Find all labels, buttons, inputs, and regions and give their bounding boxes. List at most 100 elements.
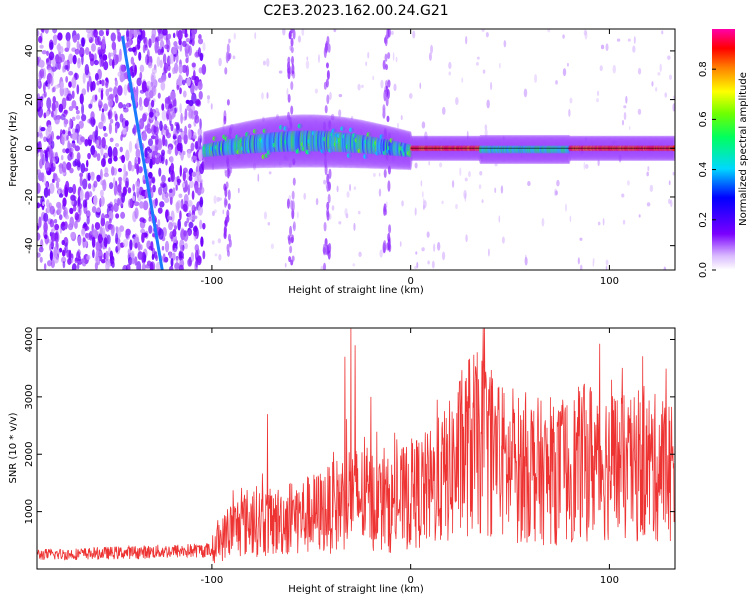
spectrogram-cell [169,156,174,164]
spectrogram-cell [195,98,201,106]
spectrogram-cell [96,80,100,86]
spectrogram-cell [170,169,175,182]
spectrogram-cell [70,231,76,240]
spectrogram-cell [60,46,64,54]
spectrogram-cell [441,200,444,205]
spectrogram-cell [442,106,446,115]
spectrogram-cell [123,84,128,96]
snr-y-axis-label: SNR (10 * v/v) [8,412,19,483]
spectrogram-cell [143,253,147,263]
spectrogram-cell [187,184,191,196]
spectrogram-cell [392,52,395,61]
spectrogram-cell [314,88,318,94]
spectrogram-cell [324,105,328,114]
colorbar-tick-label: 0.8 [698,61,709,77]
spectrogram-cell [38,69,43,81]
spectrogram-cell [327,43,331,53]
spectrogram-cell [170,162,175,173]
spectrogram-cell [162,29,168,36]
spectrogram-diagonal-line [120,36,164,270]
spectrogram-cell [102,35,106,45]
spectrogram-cell [159,120,163,132]
snr-x-tick-label: 100 [600,575,619,586]
spectrogram-cell [192,226,198,233]
spectrogram-cell [134,156,138,169]
spectrogram-cell [82,237,86,242]
spectrogram-cell [106,234,111,245]
spectrogram-cell [55,181,60,189]
spectrogram-cell [188,210,192,221]
spectrogram-cell [290,81,294,91]
spectrogram-cell [326,201,330,210]
spectrogram-cell [605,43,609,52]
spectrogram-cell [46,50,49,56]
spectrogram-cell [157,207,163,214]
spectrogram-cell [51,102,56,112]
spectrogram-cell [65,31,71,42]
spectrogram-cell [167,64,171,72]
spectrogram-cell [94,53,97,62]
spectrogram-cell [421,191,424,198]
spectrogram-cell [62,148,67,154]
spectrogram-cell [128,47,133,52]
spectrogram-cell [140,228,146,234]
spectrogram-cell [386,115,390,123]
spectrogram-cell [626,180,630,186]
spectrogram-cell [383,89,387,102]
spectrogram-cell [141,80,148,93]
spectrogram-cell [152,150,156,158]
spectrogram-cell [349,183,351,192]
spectrogram-cell [358,251,362,257]
spectrogram-cell [114,142,120,148]
spectrogram-cell [157,29,162,34]
spectrogram-cell [291,255,295,262]
spectrogram-cell [115,54,119,65]
spectrogram-cell [50,232,57,242]
spectrogram-cell [76,84,80,95]
spectrogram-cell [104,167,109,175]
spectrogram-cell [62,65,65,73]
spectrogram-cell [117,85,123,96]
spectrogram-cell [37,169,41,176]
spectrogram-cell [44,29,49,34]
spectrogram-cell [114,79,118,87]
spectrogram-cell [139,64,145,73]
spectrogram-cell [637,108,642,115]
spectrogram-cell [159,181,166,189]
spectrogram-cell [94,222,101,230]
spectrogram-cell [382,107,386,119]
spectrogram-cell [194,244,200,252]
spectrogram-cell [659,63,662,72]
spectrogram-cell [88,75,92,88]
spectrogram-cell [541,217,545,227]
spectrogram-cell [564,203,568,212]
spectrogram-cell [290,105,294,115]
spectrogram-cell [292,221,296,232]
spectrogram-cell [161,103,165,111]
spectrogram-cell [338,221,342,225]
spectrogram-cell [210,103,213,110]
spectrogram-cell [47,188,51,197]
spectrogram-cell [198,67,203,74]
spectrogram-cell [69,167,74,174]
spectrogram-cell [459,167,462,177]
spectrogram-cell [188,175,193,182]
spectrogram-cell [72,205,77,212]
spectrogram-cell [323,221,327,232]
spectrogram-cell [286,87,289,97]
spectrogram-cell [135,181,141,193]
spectrogram-cell [143,179,147,185]
spectrogram-cell [464,177,468,182]
spectrogram-cell [226,168,230,179]
spectrogram-cell [373,173,376,177]
spectrogram-cell [390,30,394,35]
spectrogram-cell [465,234,468,243]
spectrogram-cell [178,63,184,74]
spectrogram-cell [226,99,230,106]
spectrogram-cell [170,210,175,223]
spectrogram-cell [37,56,40,66]
spectrogram-cell [182,79,186,86]
spectrogram-cell [37,80,41,87]
spectrogram-cell [69,118,72,129]
spectrogram-cell [97,49,102,56]
